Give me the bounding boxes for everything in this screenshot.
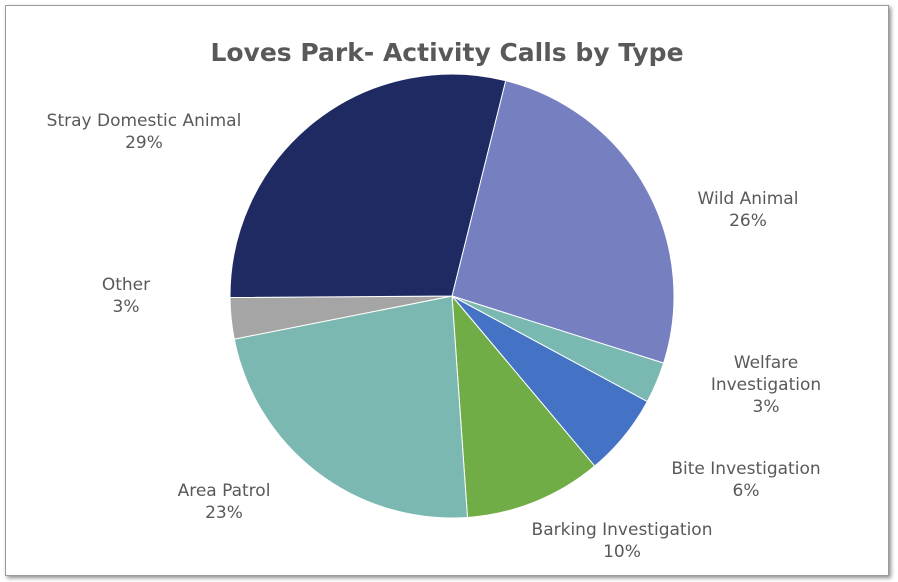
chart-title: Loves Park- Activity Calls by Type — [210, 38, 684, 67]
data-label-welfare-investigation: Welfare Investigation 3% — [711, 353, 821, 417]
pie-slice-wild-animal — [451, 79, 675, 364]
pie-slice-stray-domestic-animal — [229, 73, 507, 299]
data-label-bite-investigation: Bite Investigation 6% — [671, 459, 820, 501]
pie-slice-barking-investigation — [451, 294, 596, 518]
pie-slice-area-patrol — [233, 295, 469, 519]
chart-frame: Loves Park- Activity Calls by Type Wild … — [5, 5, 889, 576]
pie-chart: Wild Animal 26% Welfare Investigation 3% Bite… — [47, 73, 821, 562]
data-label-stray-domestic-animal: Stray Domestic Animal 29% — [47, 111, 242, 153]
data-label-other: Other 3% — [102, 275, 150, 317]
data-label-area-patrol: Area Patrol 23% — [178, 481, 271, 523]
data-label-wild-animal: Wild Animal 26% — [698, 189, 799, 231]
data-label-barking-investigation: Barking Investigation 10% — [532, 520, 713, 562]
